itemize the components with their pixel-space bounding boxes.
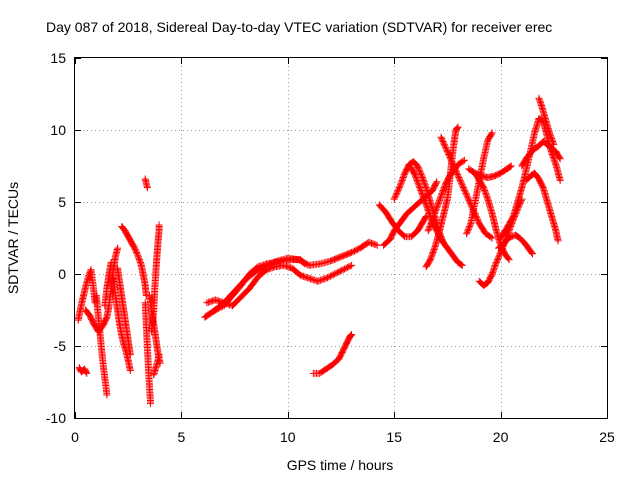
chart-title: Day 087 of 2018, Sidereal Day-to-day VTE… [46, 19, 552, 35]
data-point-markers [465, 162, 515, 181]
x-tick-label: 15 [386, 429, 402, 445]
series-arc-ab [465, 162, 515, 181]
series-arc-ae [522, 169, 562, 245]
data-point-markers [495, 231, 536, 258]
x-axis-label: GPS time / hours [287, 457, 394, 473]
data-point-markers [518, 138, 564, 170]
y-tick-label: 10 [50, 122, 66, 138]
data-point-markers [148, 221, 163, 336]
series-arc-a [74, 266, 99, 324]
series-arc-i [141, 299, 154, 408]
series-arc-b [75, 364, 91, 377]
series-arc-ag [535, 94, 558, 148]
series-arc-d [92, 292, 111, 399]
series-arc-af [518, 138, 564, 170]
series-arc-f [109, 274, 134, 374]
data-point-markers [114, 264, 134, 359]
series-arc-c [82, 244, 122, 336]
series-arc-j [141, 175, 151, 192]
data-point-markers [150, 351, 163, 379]
plot-frame [74, 57, 608, 419]
x-tick-label: 25 [599, 429, 615, 445]
data-point-markers [75, 364, 91, 377]
x-tick-label: 10 [280, 429, 296, 445]
data-point-markers [141, 175, 151, 192]
y-axis-label: SDTVAR / TECUs [5, 182, 21, 294]
data-point-markers [141, 299, 154, 408]
data-point-markers [92, 292, 111, 399]
data-point-markers [309, 331, 356, 377]
y-tick-label: 15 [50, 50, 66, 66]
x-tick-label: 5 [178, 429, 186, 445]
data-point-markers [82, 244, 122, 336]
y-tick-label: -10 [46, 410, 66, 426]
series-arc-q [309, 331, 356, 377]
data-point-markers [74, 266, 99, 324]
data-point-markers [109, 274, 134, 374]
series-arc-e [101, 259, 115, 310]
data-point-markers [375, 201, 430, 241]
data-point-markers [101, 259, 115, 310]
axes-ticks: 0 5 10 15 20 25 -10 -5 0 5 10 15 [46, 50, 615, 445]
series-arc-ad [495, 231, 536, 258]
series-arc-m [150, 351, 163, 379]
data-point-markers [118, 223, 150, 300]
data-point-markers [209, 238, 381, 315]
grid [75, 58, 607, 418]
x-tick-label: 20 [493, 429, 509, 445]
series-arc-p [209, 238, 381, 315]
series-arc-l [148, 221, 163, 336]
data-point-markers [535, 94, 558, 148]
y-tick-label: 5 [58, 194, 66, 210]
data-point-markers [522, 169, 562, 245]
x-tick-label: 0 [71, 429, 79, 445]
series-arc-h [118, 223, 150, 300]
y-tick-label: 0 [58, 266, 66, 282]
y-tick-label: -5 [54, 338, 67, 354]
series-arc-g [114, 264, 134, 359]
data-series [74, 94, 564, 408]
series-arc-s [375, 201, 430, 241]
